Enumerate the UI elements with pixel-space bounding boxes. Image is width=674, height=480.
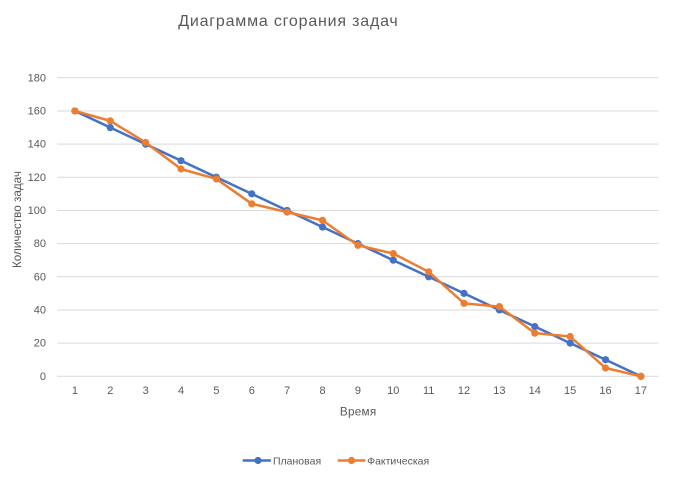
svg-text:9: 9 — [355, 385, 361, 397]
svg-text:7: 7 — [284, 385, 290, 397]
svg-text:Количество задач: Количество задач — [11, 171, 24, 268]
svg-text:20: 20 — [34, 338, 46, 350]
svg-text:160: 160 — [28, 106, 46, 118]
svg-text:6: 6 — [249, 385, 255, 397]
svg-text:15: 15 — [564, 385, 576, 397]
svg-text:Плановая: Плановая — [273, 455, 321, 467]
svg-text:Диаграмма сгорания задач: Диаграмма сгорания задач — [178, 13, 398, 30]
svg-text:5: 5 — [213, 385, 219, 397]
svg-text:16: 16 — [599, 385, 611, 397]
svg-text:120: 120 — [28, 172, 46, 184]
svg-text:4: 4 — [178, 385, 184, 397]
svg-text:3: 3 — [143, 385, 149, 397]
svg-text:100: 100 — [28, 205, 46, 217]
svg-text:8: 8 — [319, 385, 325, 397]
svg-text:Время: Время — [340, 405, 377, 418]
svg-text:13: 13 — [493, 385, 505, 397]
svg-text:2: 2 — [107, 385, 113, 397]
svg-text:0: 0 — [40, 371, 46, 383]
svg-text:12: 12 — [458, 385, 470, 397]
svg-text:Фактическая: Фактическая — [367, 455, 429, 467]
svg-text:17: 17 — [635, 385, 647, 397]
svg-text:180: 180 — [28, 72, 46, 84]
svg-text:140: 140 — [28, 139, 46, 151]
svg-text:40: 40 — [34, 305, 46, 317]
svg-text:80: 80 — [34, 238, 46, 250]
svg-text:1: 1 — [72, 385, 78, 397]
svg-text:14: 14 — [529, 385, 541, 397]
svg-text:11: 11 — [423, 385, 434, 397]
svg-text:10: 10 — [387, 385, 399, 397]
svg-text:60: 60 — [34, 271, 46, 283]
